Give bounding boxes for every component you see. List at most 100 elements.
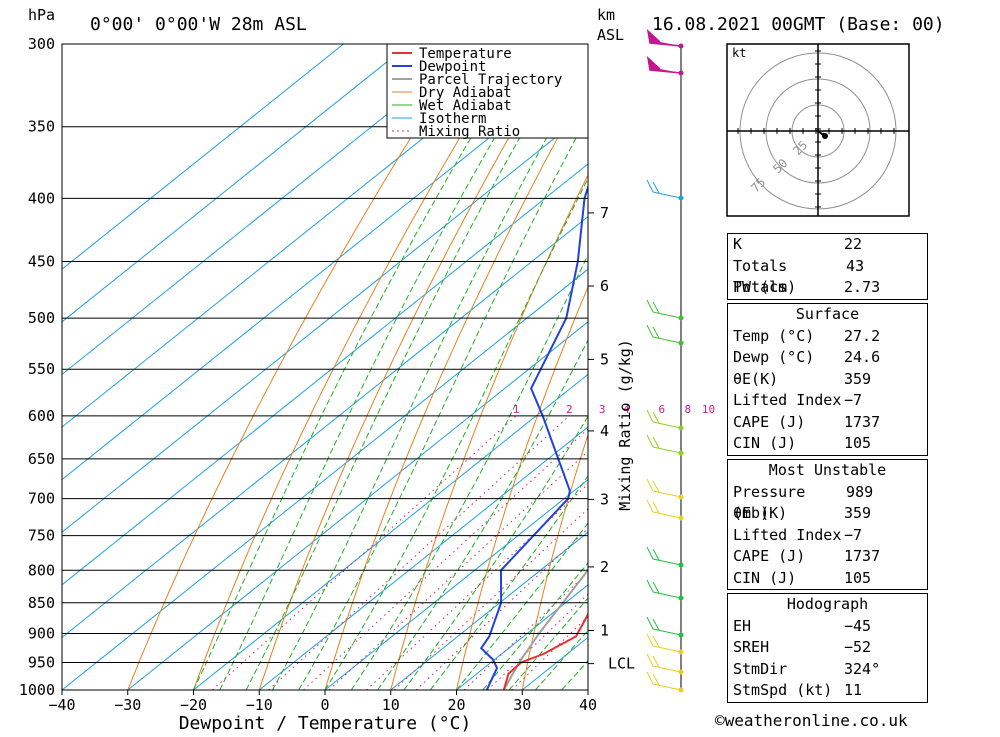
wind-barb [647,547,681,565]
mixing-ratio-line [394,416,688,690]
dry-adiabat-line [916,44,1000,690]
hodograph-title: Hodograph [728,594,927,616]
x-tick-label: 0 [320,696,329,714]
pressure-tick-label: 700 [28,490,55,508]
wet-adiabat-line [194,44,528,690]
pw-value: 2.73 [844,277,899,299]
pressure-tick-label: 650 [28,450,55,468]
wet-adiabat-line [246,44,574,690]
stmdir-value: 324° [844,659,899,681]
x-tick-label: −30 [114,696,141,714]
pressure-tick-label: 500 [28,309,55,327]
pressure-unit: hPa [28,6,55,24]
copyright-link[interactable]: ©weatheronline.co.uk [715,711,908,730]
mixing-ratio-label: 8 [685,403,692,416]
surface-temp-value: 27.2 [844,326,899,348]
stmspd-value: 11 [844,680,899,702]
eh-value: −45 [844,616,899,638]
most-unstable-title: Most Unstable [728,460,927,482]
mu-pressure-value: 989 [846,482,899,504]
wind-barb [647,180,681,198]
surface-cape-label: CAPE (J) [733,412,805,434]
mu-theta-value: 359 [844,503,899,525]
pressure-tick-label: 800 [28,561,55,579]
km-tick-label: 6 [600,277,609,295]
surface-dewp-label: Dewp (°C) [733,347,814,369]
isotherm-line [0,44,475,690]
sreh-label: SREH [733,637,769,659]
pressure-tick-label: 400 [28,189,55,207]
wind-barb [647,672,681,690]
pressure-tick-label: 850 [28,594,55,612]
pressure-tick-label: 450 [28,253,55,271]
km-tick-label: 4 [600,422,609,440]
pressure-tick-label: 950 [28,653,55,671]
surface-li-label: Lifted Index [733,390,841,412]
mu-pressure-label: Pressure (mb) [733,482,846,504]
km-tick-label: 1 [600,621,609,639]
km-tick-label: 2 [600,558,609,576]
dry-adiabat-line [325,44,610,690]
wind-barb [647,634,681,652]
eh-label: EH [733,616,751,638]
x-tick-label: 20 [447,696,465,714]
wind-barb [647,617,681,635]
wind-barb [648,58,681,73]
hodograph-unit: kt [732,46,746,60]
dry-adiabat-line [980,44,1000,690]
location-label: 0°00' 0°00'W 28m ASL [90,14,307,35]
mixing-ratio-line [329,416,626,690]
surface-cin-value: 105 [844,433,899,455]
mixing-ratio-label: 10 [702,403,715,416]
mixing-ratio-axis-label: Mixing Ratio (g/kg) [616,339,634,511]
sreh-value: −52 [844,637,899,659]
surface-theta-label: θE(K) [733,369,778,391]
isotherm-line [0,44,804,690]
wind-barb [647,580,681,598]
mu-theta-label: θE (K) [733,503,787,525]
tt-label: Totals Totals [733,256,846,278]
x-tick-label: 10 [382,696,400,714]
most-unstable-table: Most Unstable Pressure (mb)989 θE (K) 359… [727,459,928,590]
storm-motion-marker [822,133,828,139]
x-tick-label: −40 [48,696,75,714]
surface-dewp-value: 24.6 [844,347,899,369]
mu-cape-value: 1737 [844,546,899,568]
asl-label: ASL [597,26,624,44]
surface-cape-value: 1737 [844,412,899,434]
wind-barb [647,500,681,518]
stmspd-label: StmSpd (kt) [733,680,832,702]
km-tick-label: 3 [600,490,609,508]
mu-cin-label: CIN (J) [733,568,796,590]
wind-barb [647,654,681,672]
isotherm-line [0,44,607,690]
pressure-tick-label: 350 [28,118,55,136]
k-label: K [733,234,742,256]
wet-adiabat-line [404,44,781,690]
pressure-tick-label: 550 [28,360,55,378]
dry-adiabat-line [457,44,704,690]
legend-mixing-ratio: Mixing Ratio [419,124,520,140]
isotherm-line [0,44,541,690]
mixing-ratio-label: 3 [599,403,606,416]
wind-barb [647,435,681,453]
x-tick-label: −20 [180,696,207,714]
mixing-ratio-label: 1 [513,403,520,416]
tt-value: 43 [846,256,899,278]
wet-adiabat-line [351,44,694,690]
mu-cape-label: CAPE (J) [733,546,805,568]
surface-cin-label: CIN (J) [733,433,796,455]
pressure-tick-label: 600 [28,407,55,425]
plot-frame [62,44,588,690]
pressure-tick-label: 300 [28,35,55,53]
km-tick-label: 5 [600,350,609,368]
x-tick-label: −10 [246,696,273,714]
isotherm-line [0,44,409,690]
pw-label: PW (cm) [733,277,796,299]
x-axis-label: Dewpoint / Temperature (°C) [179,713,472,733]
surface-table: Surface Temp (°C)27.2 Dewp (°C)24.6 θE(K… [727,303,928,456]
wind-barb [647,479,681,497]
km-tick-label: 7 [600,204,609,222]
